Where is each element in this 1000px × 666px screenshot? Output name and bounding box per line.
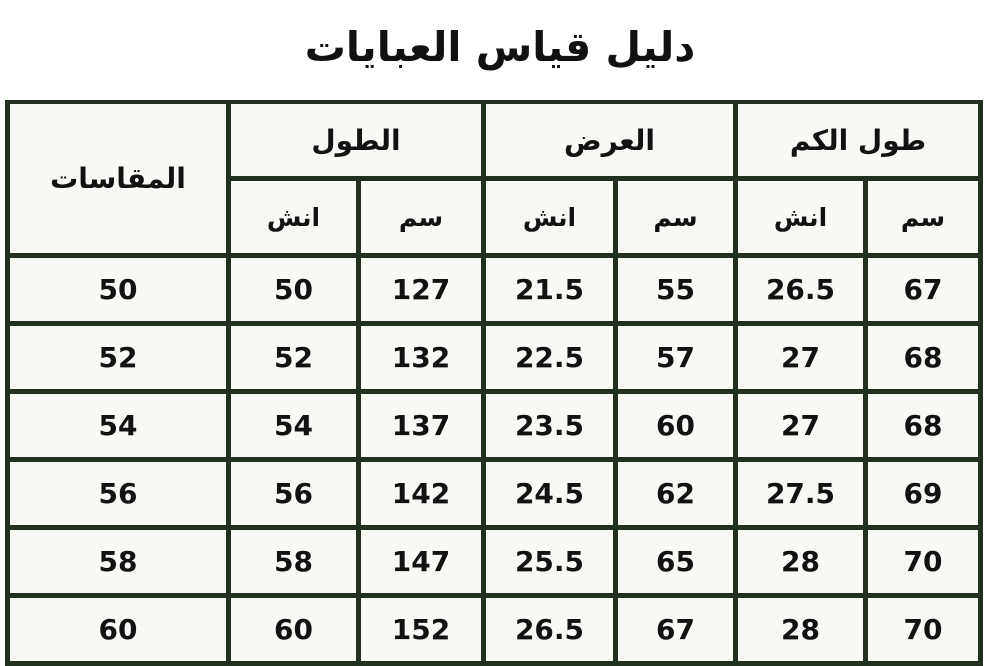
cell-width-inch: 22.5 — [480, 321, 618, 394]
cell-sleeve-cm: 69 — [863, 457, 983, 530]
cell-length-cm: 142 — [355, 457, 486, 530]
cell-length-cm: 152 — [355, 593, 486, 666]
cell-length-inch: 60 — [225, 593, 361, 666]
cell-size: 60 — [4, 593, 231, 666]
cell-length-cm: 147 — [355, 525, 486, 598]
cell-size: 52 — [4, 321, 231, 394]
group-header-sleeve-length: طول الكم — [732, 99, 984, 181]
table-header: طول الكم العرض الطول المقاسات سم انش سم … — [4, 99, 984, 258]
cell-width-cm: 55 — [612, 253, 738, 326]
cell-sleeve-cm: 68 — [863, 321, 983, 394]
table-row: 69 27.5 62 24.5 142 56 56 — [4, 457, 983, 530]
unit-header-row: سم انش سم انش سم انش — [7, 176, 983, 258]
table-body: 67 26.5 55 21.5 127 50 50 68 27 57 22.5 … — [4, 253, 983, 666]
cell-width-inch: 21.5 — [480, 253, 618, 326]
cell-width-cm: 60 — [612, 389, 738, 462]
table-row: 67 26.5 55 21.5 127 50 50 — [4, 253, 983, 326]
cell-width-inch: 26.5 — [480, 593, 618, 666]
cell-size: 58 — [4, 525, 231, 598]
unit-header-length-inch: انش — [225, 176, 361, 258]
cell-size: 56 — [4, 457, 231, 530]
cell-width-cm: 65 — [612, 525, 738, 598]
group-header-width: العرض — [480, 99, 738, 181]
cell-size: 54 — [4, 389, 231, 462]
cell-sleeve-cm: 70 — [863, 593, 983, 666]
unit-header-length-cm: سم — [355, 176, 486, 258]
unit-header-sleeve-cm: سم — [863, 176, 983, 258]
page-title: دليل قياس العبايات — [304, 22, 696, 71]
cell-width-inch: 25.5 — [480, 525, 618, 598]
table-row: 68 27 60 23.5 137 54 54 — [4, 389, 983, 462]
cell-length-inch: 56 — [225, 457, 361, 530]
unit-header-sleeve-inch: انش — [732, 176, 869, 258]
cell-width-cm: 62 — [612, 457, 738, 530]
cell-sleeve-inch: 28 — [732, 593, 869, 666]
group-header-sizes: المقاسات — [4, 99, 231, 258]
cell-sleeve-inch: 28 — [732, 525, 869, 598]
cell-width-cm: 67 — [612, 593, 738, 666]
cell-width-inch: 23.5 — [480, 389, 618, 462]
cell-length-cm: 127 — [355, 253, 486, 326]
cell-size: 50 — [4, 253, 231, 326]
cell-sleeve-inch: 27 — [732, 389, 869, 462]
cell-length-inch: 54 — [225, 389, 361, 462]
cell-length-inch: 52 — [225, 321, 361, 394]
table-row: 68 27 57 22.5 132 52 52 — [4, 321, 983, 394]
cell-sleeve-cm: 70 — [863, 525, 983, 598]
page-title-container: دليل قياس العبايات — [0, 0, 1000, 100]
cell-length-cm: 132 — [355, 321, 486, 394]
cell-length-inch: 50 — [225, 253, 361, 326]
size-guide-table: طول الكم العرض الطول المقاسات سم انش سم … — [4, 99, 984, 666]
cell-sleeve-inch: 27 — [732, 321, 869, 394]
unit-header-width-cm: سم — [612, 176, 738, 258]
table-row: 70 28 65 25.5 147 58 58 — [4, 525, 983, 598]
cell-length-cm: 137 — [355, 389, 486, 462]
unit-header-width-inch: انش — [480, 176, 618, 258]
cell-sleeve-inch: 26.5 — [732, 253, 869, 326]
size-table-container: طول الكم العرض الطول المقاسات سم انش سم … — [4, 99, 984, 666]
cell-sleeve-cm: 68 — [863, 389, 983, 462]
cell-width-cm: 57 — [612, 321, 738, 394]
cell-length-inch: 58 — [225, 525, 361, 598]
group-header-length: الطول — [225, 99, 486, 181]
group-header-row: طول الكم العرض الطول المقاسات — [4, 99, 984, 258]
cell-sleeve-inch: 27.5 — [732, 457, 869, 530]
cell-sleeve-cm: 67 — [863, 253, 983, 326]
cell-width-inch: 24.5 — [480, 457, 618, 530]
table-row: 70 28 67 26.5 152 60 60 — [4, 593, 983, 666]
